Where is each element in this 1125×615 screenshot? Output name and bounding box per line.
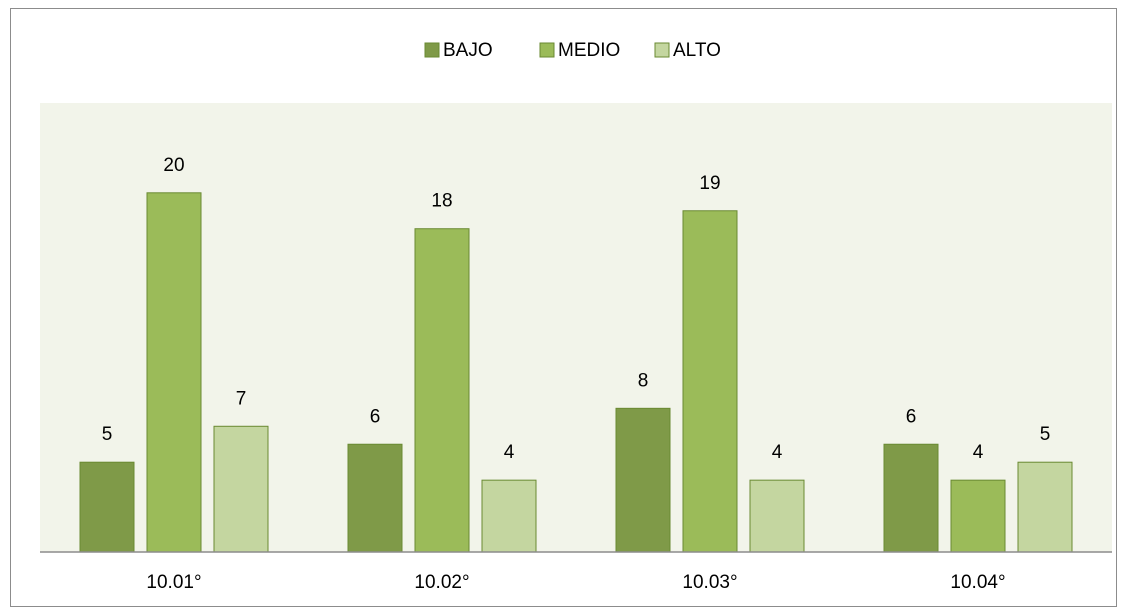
x-tick-label: 10.01° [146, 572, 201, 593]
bar [950, 479, 1006, 553]
legend-label: ALTO [673, 40, 721, 61]
bar [79, 461, 135, 553]
bar [749, 479, 805, 553]
data-label: 4 [973, 442, 984, 463]
bar [883, 443, 939, 553]
legend-swatch [424, 42, 440, 58]
data-label: 5 [1040, 424, 1051, 445]
bar [414, 228, 470, 553]
bar [615, 407, 671, 553]
x-tick-label: 10.02° [414, 572, 469, 593]
bar [682, 210, 738, 553]
data-label: 6 [370, 406, 381, 427]
data-label: 5 [102, 424, 113, 445]
data-label: 4 [772, 442, 783, 463]
legend-label: MEDIO [558, 40, 620, 61]
bar [1017, 461, 1073, 553]
data-label: 7 [236, 388, 247, 409]
data-label: 8 [638, 370, 649, 391]
legend-swatch [539, 42, 555, 58]
bar [347, 443, 403, 553]
data-label: 6 [906, 406, 917, 427]
data-label: 18 [431, 191, 452, 212]
data-label: 4 [504, 442, 515, 463]
bar [146, 192, 202, 553]
bar [213, 425, 269, 553]
data-label: 19 [699, 173, 720, 194]
x-tick-label: 10.03° [682, 572, 737, 593]
x-tick-label: 10.04° [950, 572, 1005, 593]
legend-swatch [654, 42, 670, 58]
data-label: 20 [163, 155, 184, 176]
legend-label: BAJO [443, 40, 493, 61]
bar [481, 479, 537, 553]
